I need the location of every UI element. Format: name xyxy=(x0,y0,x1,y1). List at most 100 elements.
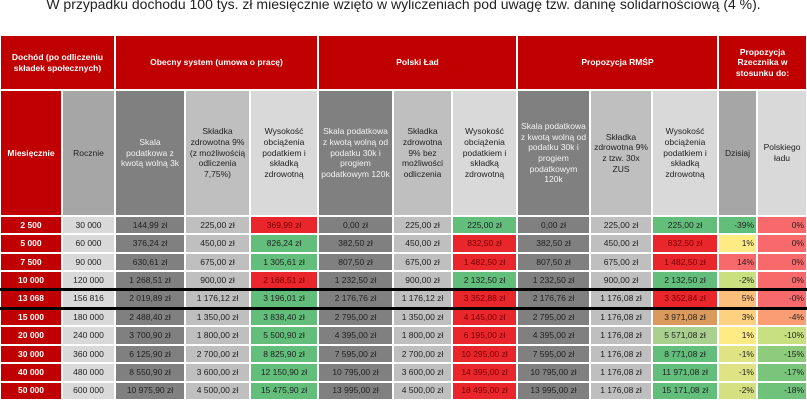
cell: 900,00 zł xyxy=(185,271,250,290)
cell: 8 825,90 zł xyxy=(250,344,318,364)
cell: 382,50 zł xyxy=(318,234,393,253)
cell: -4% xyxy=(757,308,807,327)
cell: -0% xyxy=(757,289,807,308)
cell: 4 500,00 zł xyxy=(393,381,452,400)
column-header: Miesięcznie xyxy=(0,90,62,216)
column-header: Składka zdrowotna 9% bez możliwości odli… xyxy=(393,90,452,216)
cell: 2 168,51 zł xyxy=(250,271,318,290)
cell: 60 000 xyxy=(62,234,115,253)
cell: 3 600,00 zł xyxy=(185,363,250,382)
row-header: 50 000 xyxy=(0,381,62,400)
row-header: 30 000 xyxy=(0,344,62,364)
cell: 382,50 zł xyxy=(517,234,590,253)
cell: 15 475,90 zł xyxy=(250,381,318,400)
cell: 13 995,00 zł xyxy=(318,381,393,400)
cell: 1 305,61 zł xyxy=(250,252,318,272)
cell: 1 176,08 zł xyxy=(590,363,652,382)
column-header: Rocznie xyxy=(62,90,115,216)
cell: 10 795,00 zł xyxy=(318,363,393,382)
cell: 0,00 zł xyxy=(517,216,590,235)
cell: 240 000 xyxy=(62,326,115,345)
cell: 13 995,00 zł xyxy=(517,381,590,400)
cell: 2 132,50 zł xyxy=(652,271,718,290)
row-header: 7 500 xyxy=(0,252,62,272)
cell: 3 600,00 zł xyxy=(393,363,452,382)
cell: 450,00 zł xyxy=(590,234,652,253)
cell: 2 488,40 zł xyxy=(115,308,185,327)
cell: 14% xyxy=(718,252,757,272)
cell: 1 350,00 zł xyxy=(393,308,452,327)
cell: -10% xyxy=(757,326,807,345)
cell: 807,50 zł xyxy=(318,252,393,272)
cell: 1 176,12 zł xyxy=(393,289,452,308)
cell: 832,50 zł xyxy=(452,234,517,253)
separator-line xyxy=(0,288,807,292)
separator-line xyxy=(0,306,807,310)
cell: 225,00 zł xyxy=(393,216,452,235)
group-header: Obecny system (umowa o pracę) xyxy=(115,35,318,90)
cell: 0,00 zł xyxy=(318,216,393,235)
cell: 225,00 zł xyxy=(185,216,250,235)
cell: 900,00 zł xyxy=(590,271,652,290)
cell: 630,61 zł xyxy=(115,252,185,272)
cell: 7 595,00 zł xyxy=(318,344,393,364)
group-header: Polski Ład xyxy=(318,35,517,90)
cell: 1 482,50 zł xyxy=(452,252,517,272)
cell: 3 838,40 zł xyxy=(250,308,318,327)
cell: 1 800,00 zł xyxy=(393,326,452,345)
caption: W przypadku dochodu 100 tys. zł miesięcz… xyxy=(46,0,761,12)
group-header: Propozycja Rzecznika w stosunku do: xyxy=(718,35,807,90)
column-header: Polskiego ładu xyxy=(757,90,807,216)
cell: 3 700,90 zł xyxy=(115,326,185,345)
cell: 450,00 zł xyxy=(393,234,452,253)
cell: 4 500,00 zł xyxy=(185,381,250,400)
cell: -2% xyxy=(718,381,757,400)
row-header: 20 000 xyxy=(0,326,62,345)
cell: 6 125,90 zł xyxy=(115,344,185,364)
cell: 2 176,76 zł xyxy=(318,289,393,308)
cell: 807,50 zł xyxy=(517,252,590,272)
cell: 3 196,01 zł xyxy=(250,289,318,308)
row-header: 13 068 xyxy=(0,289,62,308)
row-header: 5 000 xyxy=(0,234,62,253)
group-header: Dochód (po odliczeniu składek społecznyc… xyxy=(0,35,115,90)
cell: 156 816 xyxy=(62,289,115,308)
cell: 1 176,08 zł xyxy=(590,289,652,308)
column-header: Wysokość obciążenia podatkiem i składką … xyxy=(452,90,517,216)
cell: 1 268,51 zł xyxy=(115,271,185,290)
cell: 1% xyxy=(718,326,757,345)
cell: 2 700,00 zł xyxy=(185,344,250,364)
cell: 1 232,50 zł xyxy=(517,271,590,290)
cell: 6 195,00 zł xyxy=(452,326,517,345)
cell: 675,00 zł xyxy=(590,252,652,272)
cell: 5 571,08 zł xyxy=(652,326,718,345)
cell: 450,00 zł xyxy=(185,234,250,253)
cell: 675,00 zł xyxy=(393,252,452,272)
cell: 1 176,08 zł xyxy=(590,381,652,400)
row-header: 15 000 xyxy=(0,308,62,327)
cell: -1% xyxy=(718,363,757,382)
row-header: 10 000 xyxy=(0,271,62,290)
cell: 1% xyxy=(718,234,757,253)
cell: -1% xyxy=(718,344,757,364)
cell: 225,00 zł xyxy=(652,216,718,235)
column-header: Składka zdrowotna 9% z tzw. 30x ZUS xyxy=(590,90,652,216)
cell: 2 700,00 zł xyxy=(393,344,452,364)
column-header: Skala podatkowa z kwotą wolną 3k xyxy=(115,90,185,216)
cell: 369,99 zł xyxy=(250,216,318,235)
cell: 376,24 zł xyxy=(115,234,185,253)
cell: 18 495,00 zł xyxy=(452,381,517,400)
column-header: Składka zdrowotna 9% (z możliwością odli… xyxy=(185,90,250,216)
cell: -39% xyxy=(718,216,757,235)
cell: -15% xyxy=(757,344,807,364)
cell: 180 000 xyxy=(62,308,115,327)
cell: 1 176,08 zł xyxy=(590,344,652,364)
cell: 3% xyxy=(718,308,757,327)
cell: 1 482,50 zł xyxy=(652,252,718,272)
cell: 8 771,08 zł xyxy=(652,344,718,364)
cell: 2 132,50 zł xyxy=(452,271,517,290)
cell: 4 395,00 zł xyxy=(318,326,393,345)
cell: 0% xyxy=(757,252,807,272)
cell: 1 350,00 zł xyxy=(185,308,250,327)
